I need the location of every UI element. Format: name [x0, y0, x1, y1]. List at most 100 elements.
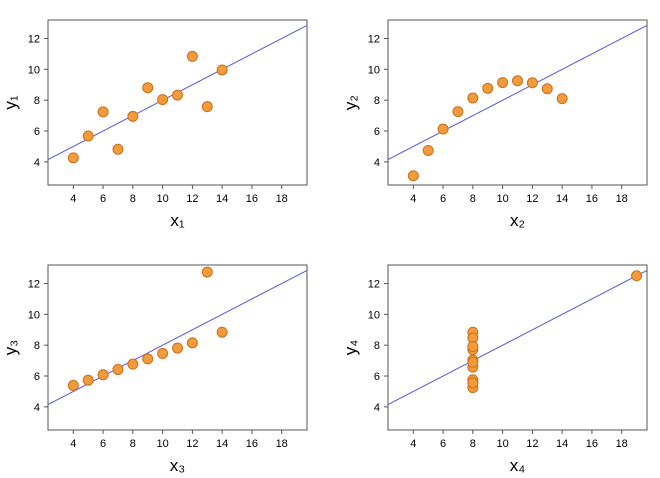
point	[467, 377, 479, 389]
fit-line	[387, 24, 648, 161]
point	[112, 364, 124, 376]
x-tick-label: 16	[586, 438, 598, 450]
point	[127, 358, 139, 370]
x-tick-label: 14	[216, 438, 228, 450]
x-tick-label: 12	[526, 193, 538, 205]
point	[97, 369, 109, 381]
point	[186, 50, 198, 62]
x-tick-label: 6	[100, 438, 106, 450]
x-tick-label: 4	[410, 438, 416, 450]
point	[216, 326, 228, 338]
point	[97, 106, 109, 118]
y-tick-label: 10	[28, 64, 40, 76]
y-tick-label: 4	[374, 402, 380, 414]
point	[142, 82, 154, 94]
point	[67, 152, 79, 164]
point	[172, 89, 183, 101]
point	[172, 342, 183, 354]
plot-frame	[387, 264, 648, 431]
x-tick-label: 8	[470, 193, 476, 205]
x-axis-label: x₂	[510, 211, 525, 230]
y-axis-label: y₄	[341, 340, 360, 356]
point	[631, 270, 643, 282]
point	[467, 356, 479, 368]
point	[67, 379, 79, 391]
y-tick-label: 12	[28, 34, 40, 46]
x-tick-label: 16	[246, 438, 258, 450]
point	[452, 106, 464, 118]
fit-line	[387, 269, 648, 406]
point	[541, 83, 553, 95]
point	[201, 101, 213, 113]
x-tick-label: 6	[440, 438, 446, 450]
y-tick-label: 12	[368, 279, 380, 291]
x-tick-label: 12	[186, 193, 198, 205]
x-tick-label: 8	[130, 438, 136, 450]
y-tick-label: 4	[34, 402, 40, 414]
y-axis-label: y₂	[341, 95, 360, 110]
plot-frame	[47, 19, 308, 186]
point	[157, 348, 169, 360]
x-tick-label: 16	[246, 193, 258, 205]
point	[216, 64, 228, 76]
x-tick-label: 14	[556, 193, 568, 205]
y-tick-label: 4	[34, 157, 40, 169]
point	[112, 143, 124, 155]
y-axis-label: y₁	[1, 95, 20, 110]
y-axis-label: y₃	[1, 340, 20, 355]
x-tick-label: 4	[410, 193, 416, 205]
x-tick-label: 12	[186, 438, 198, 450]
y-tick-label: 6	[374, 371, 380, 383]
point	[157, 94, 169, 106]
point	[186, 337, 198, 349]
point	[437, 123, 449, 135]
point	[482, 82, 494, 94]
y-tick-label: 12	[28, 279, 40, 291]
plot-frame	[387, 19, 648, 186]
x-tick-label: 18	[616, 193, 628, 205]
y-tick-label: 6	[34, 371, 40, 383]
point	[201, 266, 213, 278]
y-tick-label: 6	[374, 126, 380, 138]
x-tick-label: 14	[216, 193, 228, 205]
x-tick-label: 4	[70, 438, 76, 450]
point	[497, 77, 509, 89]
y-tick-label: 10	[28, 309, 40, 321]
point	[82, 374, 94, 386]
x-tick-label: 10	[156, 193, 168, 205]
point	[82, 130, 94, 142]
point	[556, 93, 568, 105]
point	[512, 75, 523, 87]
x-tick-label: 8	[470, 438, 476, 450]
point	[127, 110, 139, 122]
x-axis-label: x₃	[170, 456, 185, 475]
x-tick-label: 6	[100, 193, 106, 205]
y-tick-label: 8	[34, 340, 40, 352]
y-tick-label: 12	[368, 34, 380, 46]
y-tick-label: 8	[374, 95, 380, 107]
x-tick-label: 16	[586, 193, 598, 205]
x-tick-label: 12	[526, 438, 538, 450]
y-tick-label: 8	[34, 95, 40, 107]
y-tick-label: 4	[374, 157, 380, 169]
x-axis-label: x₁	[170, 211, 185, 230]
x-tick-label: 10	[496, 193, 508, 205]
point	[407, 170, 419, 182]
y-tick-label: 8	[374, 340, 380, 352]
point	[422, 144, 434, 156]
x-tick-label: 10	[156, 438, 168, 450]
x-tick-label: 8	[130, 193, 136, 205]
y-tick-label: 10	[368, 309, 380, 321]
x-tick-label: 18	[616, 438, 628, 450]
x-tick-label: 18	[276, 193, 288, 205]
x-tick-label: 18	[276, 438, 288, 450]
x-axis-label: x₄	[510, 456, 526, 475]
point	[526, 77, 538, 89]
x-tick-label: 6	[440, 193, 446, 205]
y-tick-label: 6	[34, 126, 40, 138]
